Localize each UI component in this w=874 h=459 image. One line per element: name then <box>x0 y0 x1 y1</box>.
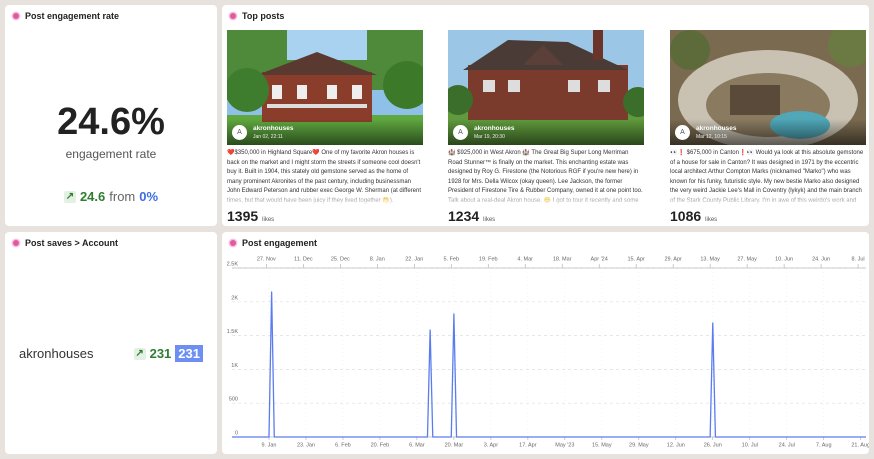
post-date: Mar 12, 10:15 <box>696 134 727 140</box>
x2-tick-label: 27. Nov <box>257 256 276 262</box>
post-card[interactable]: A akronhouses Mar 12, 10:15 👀❗ $675,000 … <box>670 30 866 224</box>
x-tick-label: 15. May <box>592 442 612 448</box>
avatar: A <box>675 125 690 140</box>
x-tick-label: 26. Jun <box>704 442 722 448</box>
post-caption: ❤️$350,000 in Highland Square❤️ One of m… <box>227 150 421 204</box>
x-tick-label: 3. Apr <box>484 442 499 448</box>
post-image: A akronhouses Mar 12, 10:15 <box>670 30 866 145</box>
likes-label: likes <box>705 217 718 223</box>
change-value: 24.6 <box>79 189 106 204</box>
x-tick-label: 23. Jan <box>297 442 315 448</box>
rate-change: ↗ 24.6 from 0% <box>5 189 217 204</box>
post-engagement-panel: 0 500 1K 1.5K 2K 2.5K 9. Jan 23. Jan 6. Feb 20. F… <box>222 232 869 454</box>
saves-values: ↗ 231 231 <box>133 345 203 362</box>
x-tick-label: 17. Apr <box>519 442 537 448</box>
account-name: akronhouses <box>19 346 94 361</box>
x-tick-label: 6. Mar <box>409 442 425 448</box>
likes-label: likes <box>262 217 275 223</box>
chart: 0 500 1K 1.5K 2K 2.5K 9. Jan 23. Jan 6. Feb 20. F… <box>227 256 869 448</box>
panel-title: Post engagement <box>230 238 317 248</box>
title-text: Post engagement <box>242 238 318 248</box>
up-arrow: ↗ <box>133 347 146 360</box>
x2-tick-label: 22. Jan <box>405 256 423 262</box>
y-tick-label: 2.5K <box>227 261 239 267</box>
account-name: akronhouses <box>696 125 737 132</box>
x2-tick-label: 24. Jun <box>812 256 830 262</box>
y-tick-label: 1.5K <box>227 329 239 335</box>
avatar: A <box>232 125 247 140</box>
likes-count: 1395 <box>227 208 259 224</box>
saves-change: 231 <box>149 346 172 361</box>
x2-tick-label: 8. Jul <box>851 256 864 262</box>
from-text: from <box>109 189 136 204</box>
y-tick-label: 1K <box>231 363 238 369</box>
post-caption: 👀❗ $675,000 in Canton❗👀 Would ya look at… <box>670 150 864 204</box>
panel-title: Post saves > Account <box>13 238 118 248</box>
x-tick-label: 7. Aug <box>816 442 832 448</box>
post-date: Mar 19, 20:30 <box>474 134 505 140</box>
x2-tick-label: 19. Feb <box>479 256 498 262</box>
x-tick-label: 9. Jan <box>261 442 276 448</box>
post-image: A akronhouses Jan 02, 22:11 <box>227 30 423 145</box>
x-tick-label: 12. Jun <box>667 442 685 448</box>
x-tick-label: 29. May <box>629 442 649 448</box>
x-tick-label: 6. Feb <box>335 442 351 448</box>
x-tick-label: 20. Feb <box>371 442 390 448</box>
title-text: Post engagement rate <box>25 11 120 21</box>
x2-tick-label: 8. Jan <box>370 256 385 262</box>
rate-value: 24.6% <box>57 101 165 143</box>
post-card[interactable]: A akronhouses Jan 02, 22:11 ❤️$350,000 i… <box>227 30 423 224</box>
top-posts-panel: Top posts A akronhouses Jan 02, 22:11 ❤️… <box>222 5 869 226</box>
x2-tick-label: 15. Apr <box>627 256 645 262</box>
x2-tick-label: 10. Jun <box>775 256 793 262</box>
x-tick-label: 21. Aug <box>851 442 869 448</box>
x-tick-label: 24. Jul <box>779 442 795 448</box>
x-tick-label: 20. Mar <box>445 442 464 448</box>
post-card[interactable]: A akronhouses Mar 19, 20:30 🏰 $925,000 i… <box>448 30 644 224</box>
up-arrow: ↗ <box>63 190 76 203</box>
x2-tick-label: 25. Dec <box>331 256 350 262</box>
panel-title: Top posts <box>230 11 284 21</box>
x-tick-label: May '23 <box>555 442 574 448</box>
account-name: akronhouses <box>474 125 515 132</box>
y-tick-label: 500 <box>229 397 238 403</box>
x2-tick-label: 27. May <box>737 256 757 262</box>
panel-title: Post engagement rate <box>13 11 119 21</box>
rate-label: engagement rate <box>65 147 157 161</box>
post-caption: 🏰 $925,000 in West Akron 🏰 The Great Big… <box>448 150 643 204</box>
likes-count: 1086 <box>670 208 702 224</box>
y-tick-label: 0 <box>235 430 238 436</box>
x2-tick-label: 5. Feb <box>443 256 459 262</box>
title-text: Post saves > Account <box>25 238 118 248</box>
engagement-rate-panel: Post engagement rate 24.6% engagement ra… <box>5 5 217 226</box>
title-text: Top posts <box>242 11 285 21</box>
x2-tick-label: Apr '24 <box>591 256 608 262</box>
x2-tick-label: 29. Apr <box>664 256 682 262</box>
x2-tick-label: 18. Mar <box>553 256 572 262</box>
line <box>232 291 866 438</box>
y-tick-label: 2K <box>231 295 238 301</box>
previous-value: 0% <box>139 189 159 204</box>
x2-tick-label: 11. Dec <box>294 256 313 262</box>
avatar: A <box>453 125 468 140</box>
account-name: akronhouses <box>253 125 294 132</box>
x-tick-label: 10. Jul <box>742 442 758 448</box>
post-saves-panel: Post saves > Account akronhouses ↗ 231 2… <box>5 232 217 454</box>
likes-label: likes <box>483 217 496 223</box>
post-date: Jan 02, 22:11 <box>253 134 283 140</box>
likes-count: 1234 <box>448 208 480 224</box>
post-image: A akronhouses Mar 19, 20:30 <box>448 30 644 145</box>
x2-tick-label: 13. May <box>700 256 720 262</box>
x2-tick-label: 4. Mar <box>517 256 533 262</box>
saves-value: 231 <box>175 345 203 362</box>
